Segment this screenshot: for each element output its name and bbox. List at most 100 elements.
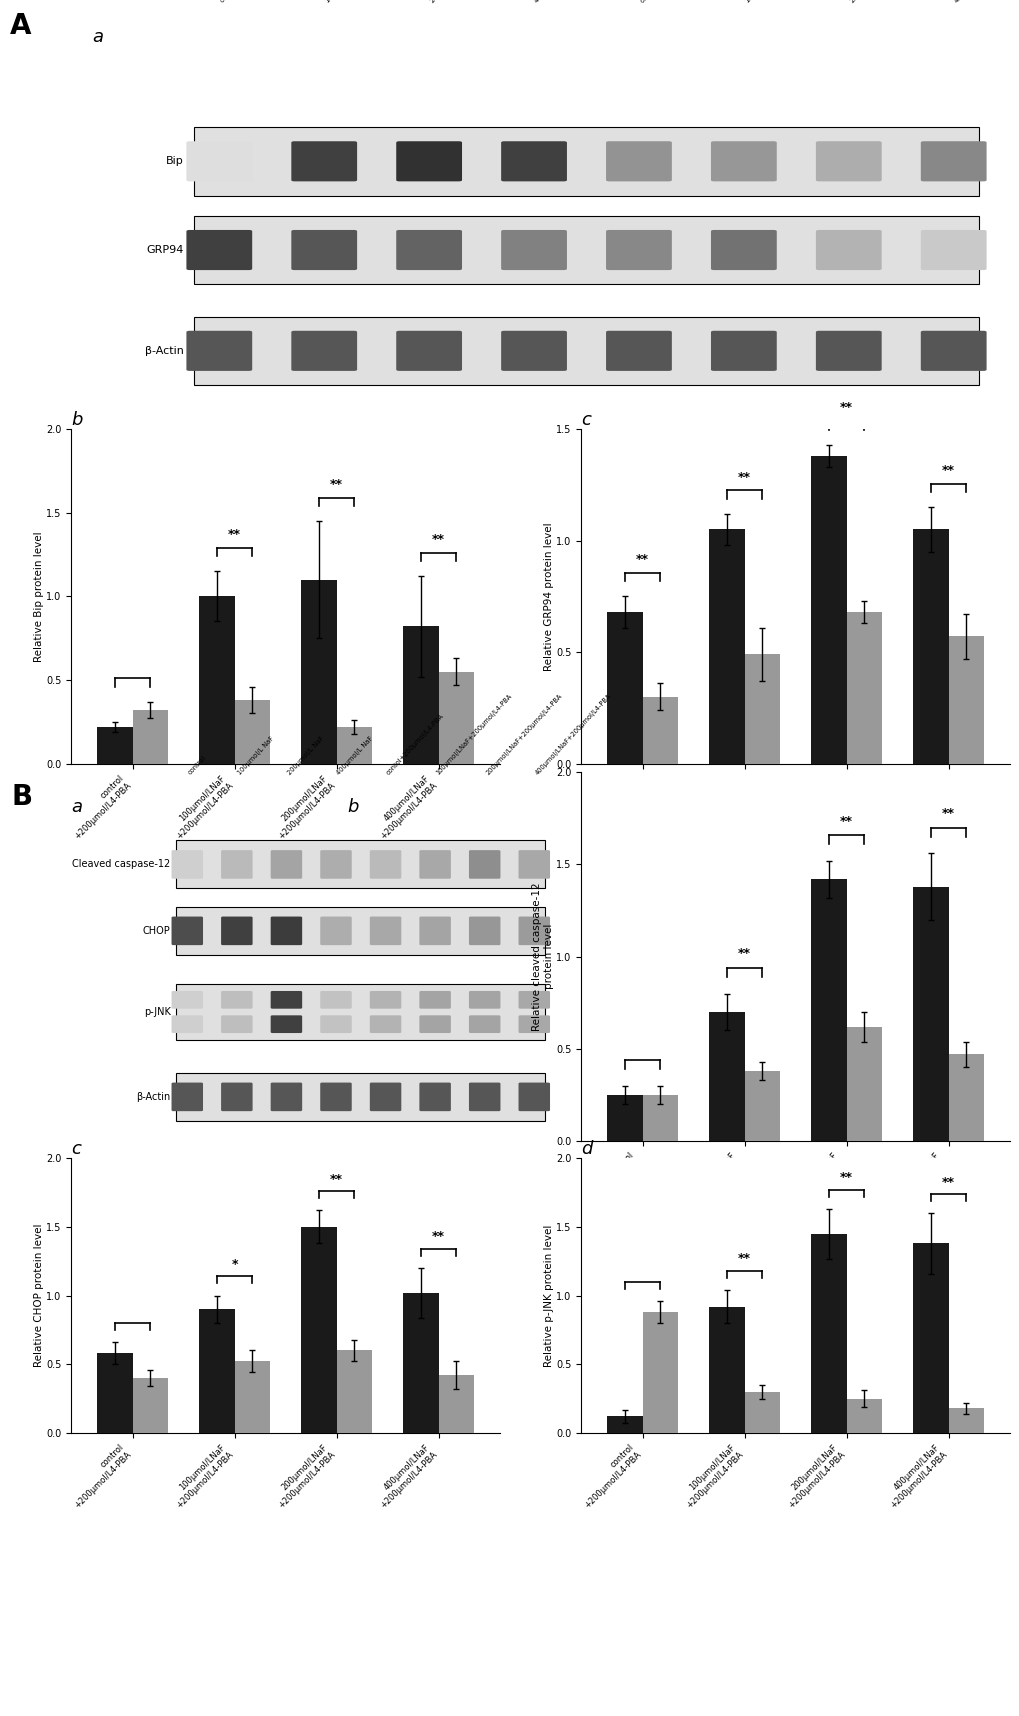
Bar <box>744 1392 780 1433</box>
Text: β-Actin: β-Actin <box>137 1091 170 1102</box>
Bar <box>97 1354 132 1433</box>
Text: **: ** <box>228 529 240 541</box>
Text: p-JNK: p-JNK <box>144 1007 170 1018</box>
Bar <box>606 613 642 764</box>
FancyBboxPatch shape <box>194 127 978 196</box>
Text: Bip: Bip <box>166 156 183 166</box>
FancyBboxPatch shape <box>469 1083 500 1112</box>
Text: control: control <box>219 0 240 3</box>
Bar <box>403 1292 438 1433</box>
FancyBboxPatch shape <box>194 316 978 384</box>
FancyBboxPatch shape <box>500 331 567 371</box>
Bar <box>301 580 336 764</box>
Text: 400μmol/L NaF: 400μmol/L NaF <box>335 734 374 776</box>
FancyBboxPatch shape <box>605 331 672 371</box>
FancyBboxPatch shape <box>395 331 462 371</box>
FancyBboxPatch shape <box>815 141 880 182</box>
Text: **: ** <box>942 807 954 820</box>
Text: c: c <box>71 1141 82 1158</box>
Bar <box>912 887 948 1141</box>
Y-axis label: Relative GRP94 protein level: Relative GRP94 protein level <box>543 522 553 671</box>
FancyBboxPatch shape <box>270 849 302 879</box>
FancyBboxPatch shape <box>291 331 357 371</box>
Bar <box>97 728 132 764</box>
Y-axis label: Relative cleaved caspase-12
protein level: Relative cleaved caspase-12 protein leve… <box>531 882 553 1031</box>
Text: contol+200μmol/L4-PBA: contol+200μmol/L4-PBA <box>638 0 701 3</box>
FancyBboxPatch shape <box>518 916 549 946</box>
FancyBboxPatch shape <box>171 1016 203 1033</box>
Text: 400μmol/LNaF+200μmol/L4-PBA: 400μmol/LNaF+200μmol/L4-PBA <box>534 693 612 776</box>
FancyBboxPatch shape <box>171 1083 203 1112</box>
Text: **: ** <box>738 1253 750 1265</box>
Text: **: ** <box>330 477 342 491</box>
Text: a: a <box>92 27 103 46</box>
FancyBboxPatch shape <box>320 916 352 946</box>
FancyBboxPatch shape <box>270 916 302 946</box>
FancyBboxPatch shape <box>370 916 400 946</box>
FancyBboxPatch shape <box>370 1083 400 1112</box>
Y-axis label: Relative CHOP protein level: Relative CHOP protein level <box>34 1224 44 1368</box>
Bar <box>810 1234 846 1433</box>
FancyBboxPatch shape <box>395 230 462 269</box>
FancyBboxPatch shape <box>920 141 985 182</box>
Text: b: b <box>71 412 83 429</box>
Text: **: ** <box>636 553 648 566</box>
Bar <box>438 1375 474 1433</box>
FancyBboxPatch shape <box>815 230 880 269</box>
Text: **: ** <box>738 947 750 961</box>
Y-axis label: Relative p-JNK protein level: Relative p-JNK protein level <box>543 1225 553 1366</box>
FancyBboxPatch shape <box>320 849 352 879</box>
Bar <box>438 671 474 764</box>
FancyBboxPatch shape <box>469 990 500 1009</box>
FancyBboxPatch shape <box>320 990 352 1009</box>
Bar <box>948 1409 983 1433</box>
Bar <box>642 1095 678 1141</box>
Text: 100μmol/LNaF+200μmol/L4-PBA: 100μmol/LNaF+200μmol/L4-PBA <box>435 693 513 776</box>
FancyBboxPatch shape <box>518 849 549 879</box>
Text: contol+200μmol/L4-PBA: contol+200μmol/L4-PBA <box>385 712 444 776</box>
FancyBboxPatch shape <box>221 849 253 879</box>
FancyBboxPatch shape <box>605 141 672 182</box>
Bar <box>336 728 372 764</box>
Bar <box>403 626 438 764</box>
FancyBboxPatch shape <box>419 1083 450 1112</box>
FancyBboxPatch shape <box>419 990 450 1009</box>
FancyBboxPatch shape <box>270 1083 302 1112</box>
FancyBboxPatch shape <box>171 916 203 946</box>
Bar <box>846 613 881 764</box>
FancyBboxPatch shape <box>194 216 978 285</box>
Bar <box>234 1361 270 1433</box>
FancyBboxPatch shape <box>518 990 549 1009</box>
FancyBboxPatch shape <box>176 841 545 889</box>
Text: c: c <box>581 412 591 429</box>
FancyBboxPatch shape <box>710 141 776 182</box>
Bar <box>846 1399 881 1433</box>
FancyBboxPatch shape <box>370 990 400 1009</box>
Text: 400μmol/L NaF: 400μmol/L NaF <box>534 0 574 3</box>
FancyBboxPatch shape <box>518 1083 549 1112</box>
Bar <box>810 456 846 764</box>
FancyBboxPatch shape <box>500 230 567 269</box>
Text: β-Actin: β-Actin <box>145 347 183 355</box>
FancyBboxPatch shape <box>176 906 545 954</box>
FancyBboxPatch shape <box>419 916 450 946</box>
Text: a: a <box>71 798 83 817</box>
Text: **: ** <box>330 1172 342 1186</box>
Text: b: b <box>346 798 358 817</box>
Bar <box>606 1416 642 1433</box>
Bar <box>744 1071 780 1141</box>
Text: **: ** <box>738 470 750 484</box>
Bar <box>912 529 948 764</box>
FancyBboxPatch shape <box>176 985 545 1040</box>
Text: 100μmol/L NaF: 100μmol/L NaF <box>324 0 365 3</box>
FancyBboxPatch shape <box>221 990 253 1009</box>
Text: 100μmol/L NaF: 100μmol/L NaF <box>236 734 275 776</box>
FancyBboxPatch shape <box>605 230 672 269</box>
FancyBboxPatch shape <box>270 1016 302 1033</box>
FancyBboxPatch shape <box>320 1083 352 1112</box>
Text: **: ** <box>432 1230 444 1244</box>
Bar <box>810 879 846 1141</box>
FancyBboxPatch shape <box>469 849 500 879</box>
FancyBboxPatch shape <box>370 1016 400 1033</box>
Text: **: ** <box>840 402 852 415</box>
